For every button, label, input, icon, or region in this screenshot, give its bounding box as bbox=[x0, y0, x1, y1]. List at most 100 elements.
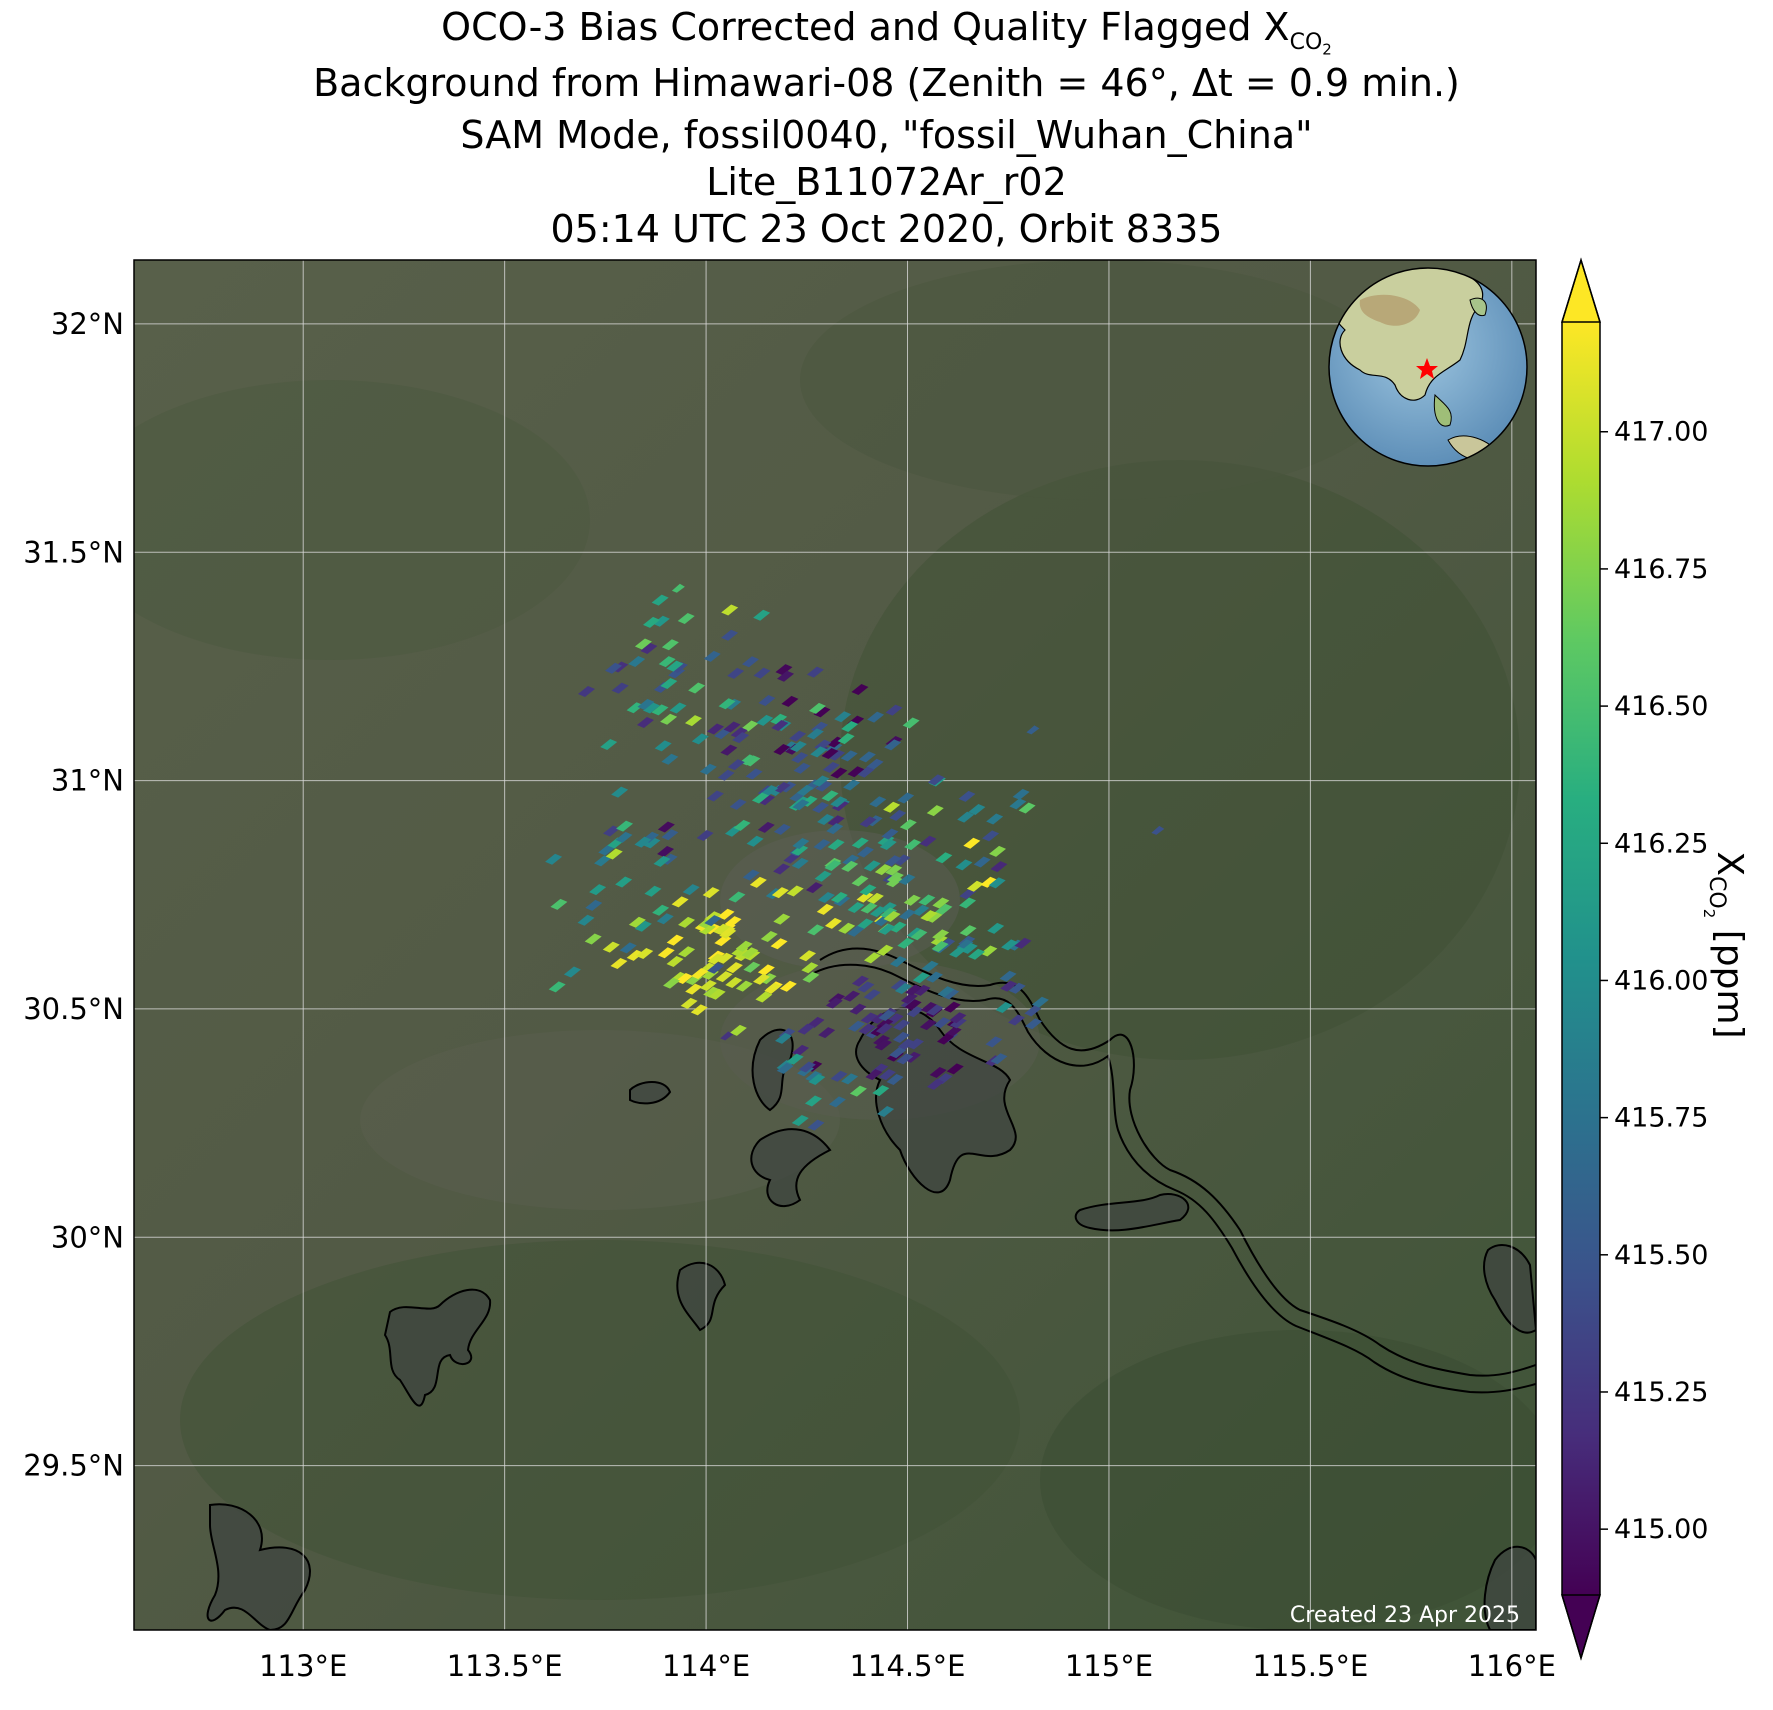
xco2-sounding bbox=[688, 682, 706, 694]
map-frame bbox=[133, 259, 1537, 1631]
xco2-sounding bbox=[786, 1053, 804, 1065]
xco2-sounding bbox=[906, 1006, 924, 1018]
xco2-sounding bbox=[827, 815, 845, 827]
lat-tick-label: 30°N bbox=[51, 1220, 124, 1254]
xco2-sounding bbox=[666, 934, 684, 946]
figure-title: OCO-3 Bias Corrected and Quality Flagged… bbox=[0, 4, 1773, 254]
xco2-sounding bbox=[698, 923, 716, 935]
xco2-sounding bbox=[896, 1053, 914, 1065]
xco2-sounding bbox=[755, 991, 773, 1003]
xco2-sounding bbox=[858, 1023, 876, 1035]
xco2-sounding bbox=[671, 896, 689, 908]
xco2-sounding bbox=[761, 785, 779, 797]
xco2-sounding bbox=[929, 1067, 947, 1079]
xco2-sounding bbox=[881, 828, 899, 840]
xco2-sounding bbox=[857, 981, 875, 993]
xco2-sounding bbox=[717, 908, 735, 920]
xco2-sounding bbox=[873, 1035, 891, 1047]
xco2-sounding bbox=[966, 880, 984, 892]
xco2-sounding bbox=[856, 846, 874, 858]
xco2-sounding bbox=[830, 1070, 848, 1082]
xco2-sounding bbox=[735, 980, 753, 992]
xco2-sounding bbox=[973, 856, 991, 868]
xco2-sounding bbox=[717, 769, 735, 781]
xco2-sounding bbox=[935, 852, 953, 864]
xco2-sounding bbox=[628, 656, 646, 668]
xco2-sounding bbox=[949, 946, 967, 958]
xco2-sounding bbox=[886, 1073, 904, 1085]
xco2-sounding bbox=[678, 946, 696, 958]
xco2-sounding bbox=[859, 884, 877, 896]
xco2-sounding bbox=[577, 686, 595, 698]
xco2-sounding bbox=[626, 949, 644, 961]
xco2-sounding bbox=[713, 923, 731, 935]
xco2-sounding bbox=[806, 666, 824, 678]
xco2-sounding bbox=[817, 892, 835, 904]
colorbar-tick-label: 415.25 bbox=[1614, 1377, 1708, 1408]
xco2-sounding bbox=[856, 891, 874, 903]
colorbar-tick-label: 415.50 bbox=[1614, 1240, 1708, 1271]
xco2-sounding bbox=[656, 913, 674, 925]
xco2-sounding bbox=[987, 922, 1005, 934]
xco2-sounding bbox=[825, 997, 843, 1009]
xco2-sounding bbox=[847, 901, 865, 913]
xco2-sounding bbox=[721, 604, 739, 616]
colorbar-ticks: 415.00 415.25 415.50 415.75 416.00 416.25 416.… bbox=[1600, 417, 1708, 1545]
xco2-sounding bbox=[818, 1027, 836, 1039]
xco2-sounding bbox=[634, 836, 652, 848]
xco2-sounding bbox=[771, 887, 789, 899]
xco2-sounding bbox=[841, 1073, 859, 1085]
xco2-sounding bbox=[563, 966, 581, 978]
xco2-sounding bbox=[897, 792, 915, 804]
xco2-sounding bbox=[912, 904, 930, 916]
xco2-sounding bbox=[878, 923, 896, 935]
xco2-sounding bbox=[724, 698, 742, 710]
xco2-sounding bbox=[634, 920, 652, 932]
xco2-sounding bbox=[545, 853, 563, 865]
xco2-sounding bbox=[807, 1119, 825, 1131]
xco2-sounding bbox=[898, 909, 916, 921]
xco2-sounding bbox=[548, 981, 566, 993]
xco2-sounding bbox=[960, 942, 978, 954]
xco2-sounding bbox=[550, 898, 568, 910]
xco2-sounding bbox=[730, 727, 748, 739]
xco2-sounding bbox=[894, 983, 912, 995]
xco2-sounding bbox=[771, 720, 789, 732]
xco2-sounding bbox=[611, 786, 629, 798]
xco2-sounding bbox=[933, 1017, 951, 1029]
colorbar-tick-label: 416.75 bbox=[1614, 554, 1708, 585]
xco2-sounding bbox=[903, 894, 921, 906]
xco2-sounding bbox=[990, 861, 1008, 873]
xco2-sounding bbox=[786, 885, 804, 897]
xco2-sounding bbox=[889, 809, 907, 821]
xco2-sounding bbox=[830, 767, 848, 779]
xco2-sounding bbox=[753, 609, 771, 621]
xco2-sounding bbox=[684, 715, 702, 727]
xco2-sounding bbox=[815, 780, 833, 792]
xco2-sounding bbox=[1008, 1014, 1026, 1026]
xco2-sounding bbox=[720, 744, 738, 756]
xco2-sounding bbox=[913, 984, 931, 996]
xco2-sounding bbox=[1025, 1018, 1043, 1030]
xco2-sounding bbox=[1018, 802, 1036, 814]
xco2-sounding bbox=[880, 907, 898, 919]
xco2-sounding bbox=[660, 678, 678, 690]
colorbar-label: XCO2 [ppm] bbox=[1700, 851, 1750, 1038]
xco2-sounding bbox=[1031, 996, 1049, 1008]
xco2-sounding bbox=[858, 751, 876, 763]
xco2-sounding bbox=[644, 885, 662, 897]
xco2-sounding bbox=[716, 952, 734, 964]
xco2-sounding bbox=[905, 984, 923, 996]
lat-tick-label: 29.5°N bbox=[23, 1449, 124, 1483]
xco2-sounding bbox=[1009, 798, 1027, 810]
title-line-2: Background from Himawari-08 (Zenith = 46… bbox=[313, 61, 1460, 105]
xco2-sounding bbox=[757, 964, 775, 976]
xco2-sounding bbox=[720, 1031, 734, 1041]
xco2-sounding bbox=[874, 1039, 892, 1051]
xco2-sounding bbox=[732, 732, 750, 744]
xco2-sounding bbox=[812, 801, 830, 813]
xco2-sounding bbox=[863, 860, 881, 872]
xco2-sounding bbox=[757, 821, 775, 833]
lon-tick-label: 113°E bbox=[259, 1649, 347, 1683]
xco2-sounding bbox=[733, 819, 751, 831]
